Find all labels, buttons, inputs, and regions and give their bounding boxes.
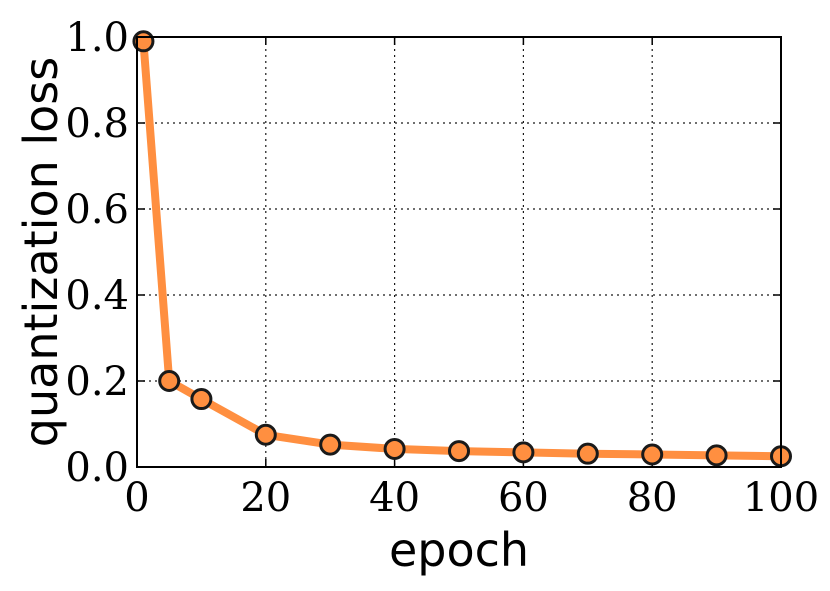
data-point	[512, 441, 535, 464]
plot-frame	[136, 36, 782, 468]
grid-lines	[136, 36, 782, 468]
data-point	[705, 444, 728, 467]
y-tick-label: 0.6	[65, 187, 129, 233]
y-tick-label: 1.0	[65, 15, 129, 61]
y-axis-label: quantization loss	[14, 57, 68, 447]
x-tick-label: 40	[369, 475, 420, 521]
x-tick-label: 60	[498, 475, 549, 521]
x-tick-label: 0	[124, 475, 149, 521]
x-tick-label: 100	[743, 475, 819, 521]
series-line	[139, 37, 785, 461]
x-axis-label: epoch	[389, 523, 529, 577]
data-point	[383, 437, 406, 460]
data-point	[448, 440, 470, 463]
x-tick-label: 20	[240, 475, 291, 521]
series-layer	[132, 30, 792, 468]
y-tick-label: 0.8	[65, 101, 129, 147]
data-point	[158, 370, 181, 392]
y-tick-label: 0.4	[65, 273, 129, 319]
y-tick-label: 0.0	[65, 445, 129, 491]
y-tick-label: 0.2	[65, 359, 129, 405]
x-tick-labels: 0 20 40 60 80 100	[124, 475, 819, 521]
y-tick-labels: 0.0 0.2 0.4 0.6 0.8 1.0	[65, 15, 129, 491]
data-point	[641, 443, 664, 466]
x-tick-label: 80	[627, 475, 678, 521]
data-point	[319, 433, 342, 456]
data-point	[576, 442, 599, 465]
tick-marks	[136, 36, 782, 468]
data-point	[254, 423, 277, 446]
data-point	[190, 388, 213, 411]
